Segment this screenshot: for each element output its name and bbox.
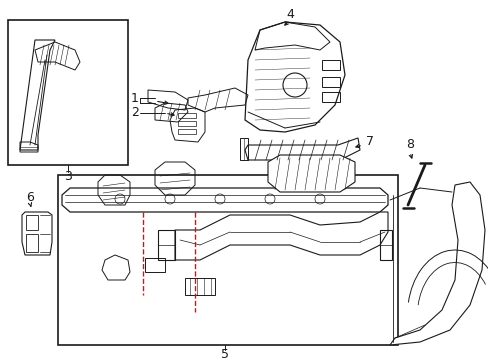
Bar [26,234,38,252]
Bar [321,60,339,70]
Bar [178,121,196,126]
Polygon shape [389,182,484,345]
Polygon shape [244,138,359,160]
Text: 2: 2 [131,107,139,120]
Text: 1: 1 [131,91,139,104]
Polygon shape [244,22,345,132]
Text: 3: 3 [64,171,72,184]
Bar [178,129,196,134]
Bar [26,215,38,230]
Bar [8,20,128,165]
Text: 4: 4 [285,9,293,22]
Polygon shape [62,188,387,212]
Bar [178,113,196,118]
Text: 7: 7 [365,135,373,148]
Polygon shape [175,212,387,260]
Bar [321,92,339,102]
Text: 5: 5 [221,347,228,360]
Text: 6: 6 [26,192,34,204]
Bar [58,175,397,345]
Bar [321,77,339,87]
Polygon shape [267,155,354,192]
Text: 8: 8 [405,139,413,152]
